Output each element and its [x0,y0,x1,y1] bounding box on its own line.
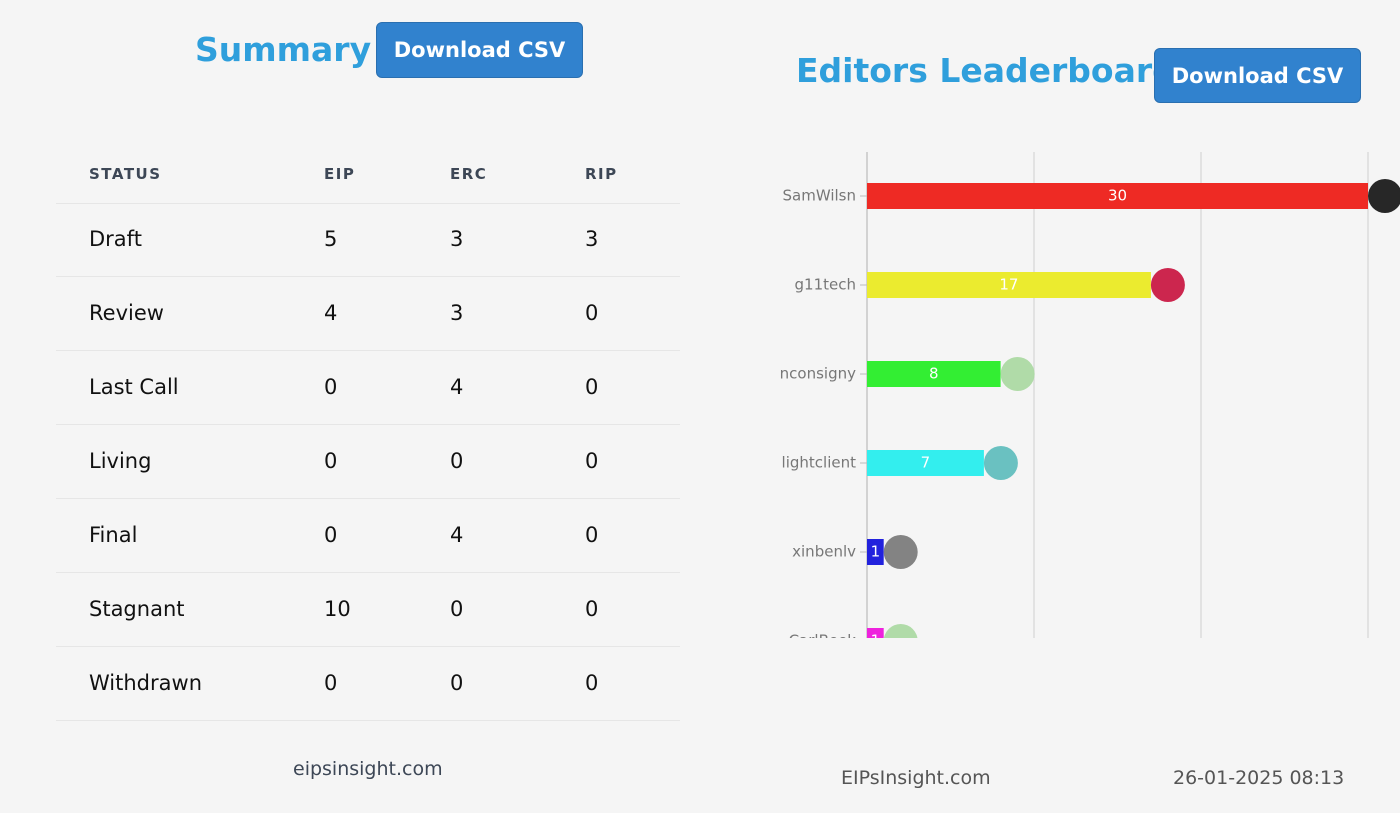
table-cell: 0 [324,523,338,547]
table-cell: 0 [585,597,599,621]
bar [867,183,1368,209]
bar [867,628,884,638]
status-cell: Stagnant [89,597,185,621]
bar-label: 30 [1108,187,1127,205]
table-cell: 3 [450,227,464,251]
table-cell: 3 [585,227,599,251]
table-cell: 0 [450,449,464,473]
bar-label: 7 [921,454,931,472]
bar [867,272,1151,298]
table-cell: 0 [585,523,599,547]
footer-link[interactable]: EIPsInsight.com [841,767,991,789]
y-tick-label: g11tech [795,276,856,294]
avatar [1368,179,1400,213]
avatar [1150,268,1185,302]
footer-link[interactable]: eipsinsight.com [293,758,443,780]
table-cell: 5 [324,227,338,251]
table-cell: 0 [585,375,599,399]
column-header: ERC [450,165,488,183]
timestamp: 26-01-2025 08:13 [1173,767,1345,789]
table-cell: 0 [450,597,464,621]
y-tick-label: SamWilsn [783,187,856,205]
status-cell: Last Call [89,375,179,399]
table-cell: 0 [324,449,338,473]
row-divider [56,350,680,351]
summary-title: Summary [195,30,372,69]
row-divider [56,646,680,647]
y-tick-label: xinbenlv [792,543,856,561]
table-cell: 0 [585,301,599,325]
status-cell: Review [89,301,164,325]
avatar [983,446,1018,480]
avatar [1000,357,1035,391]
avatar [883,624,918,638]
bar [867,450,984,476]
bar-label: 1 [871,543,881,561]
table-cell: 0 [450,671,464,695]
column-header: STATUS [89,165,162,183]
table-cell: 0 [585,671,599,695]
download-button[interactable]: Download CSV [1154,48,1361,103]
avatar [883,535,918,569]
table-cell: 0 [585,449,599,473]
table-cell: 0 [324,671,338,695]
status-cell: Withdrawn [89,671,202,695]
y-tick-label: CarlBeek [789,632,857,639]
column-header: RIP [585,165,618,183]
row-divider [56,276,680,277]
bar-label: 1 [871,632,881,639]
status-cell: Final [89,523,138,547]
y-tick-label: lightclient [782,454,857,472]
row-divider [56,572,680,573]
row-divider [56,720,680,721]
bar-label: 8 [929,365,939,383]
bar [867,361,1001,387]
table-cell: 4 [450,523,464,547]
row-divider [56,498,680,499]
table-cell: 3 [450,301,464,325]
y-tick-label: nconsigny [780,365,856,383]
column-header: EIP [324,165,356,183]
bar [867,539,884,565]
table-cell: 4 [324,301,338,325]
status-cell: Living [89,449,152,473]
download-button[interactable]: Download CSV [376,22,583,78]
table-cell: 10 [324,597,351,621]
row-divider [56,203,680,204]
status-cell: Draft [89,227,142,251]
table-cell: 4 [450,375,464,399]
chart-title: Editors Leaderboard [796,51,1176,90]
table-cell: 0 [324,375,338,399]
bar-label: 17 [999,276,1018,294]
row-divider [56,424,680,425]
